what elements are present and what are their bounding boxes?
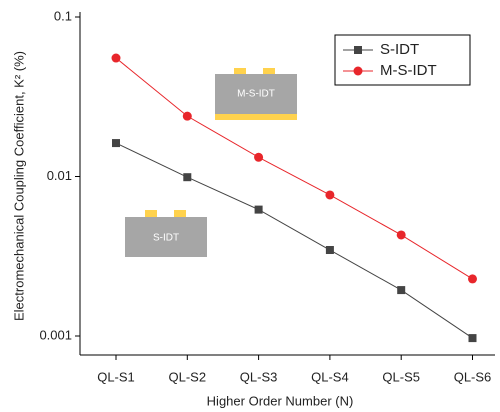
point [112, 139, 120, 148]
x-tick-label: QL-S6 [454, 369, 492, 384]
x-tick-label: QL-S4 [311, 369, 349, 384]
inset-label: M-S-IDT [237, 89, 275, 100]
point [254, 152, 264, 162]
point [111, 53, 121, 63]
legend-marker [354, 46, 362, 54]
y-tick-label: 0.1 [54, 8, 72, 23]
inset-label: S-IDT [153, 233, 179, 244]
point [182, 111, 192, 121]
y-tick-label: 0.01 [47, 168, 72, 183]
legend-marker [353, 66, 363, 76]
x-axis-label: Higher Order Number (N) [207, 393, 354, 408]
x-tick-label: QL-S3 [240, 369, 278, 384]
point [396, 230, 406, 240]
electrode [263, 68, 275, 74]
electrode [174, 210, 186, 217]
point [325, 190, 335, 200]
point [397, 286, 406, 295]
x-tick-label: QL-S5 [382, 369, 420, 384]
inset-m-s-idt: M-S-IDT [215, 68, 297, 120]
point [325, 246, 334, 255]
point [468, 274, 477, 284]
electrode [145, 210, 157, 217]
substrate [125, 217, 207, 257]
x-tick-label: QL-S1 [97, 369, 135, 384]
metal-layer [215, 114, 297, 120]
y-axis-label: Electromechanical Coupling Coefficient, … [11, 51, 26, 321]
point [468, 334, 477, 343]
point [254, 205, 263, 214]
inset-s-idt: S-IDT [125, 210, 207, 257]
legend-label: S-IDT [380, 41, 419, 58]
substrate [215, 74, 297, 114]
point [183, 173, 192, 182]
legend-label: M-S-IDT [380, 62, 437, 79]
electrode [234, 68, 246, 74]
legend-box [334, 34, 471, 86]
series-line [115, 57, 473, 280]
y-tick-label: 0.001 [39, 327, 72, 342]
series-line [115, 142, 473, 339]
x-tick-label: QL-S2 [169, 369, 207, 384]
